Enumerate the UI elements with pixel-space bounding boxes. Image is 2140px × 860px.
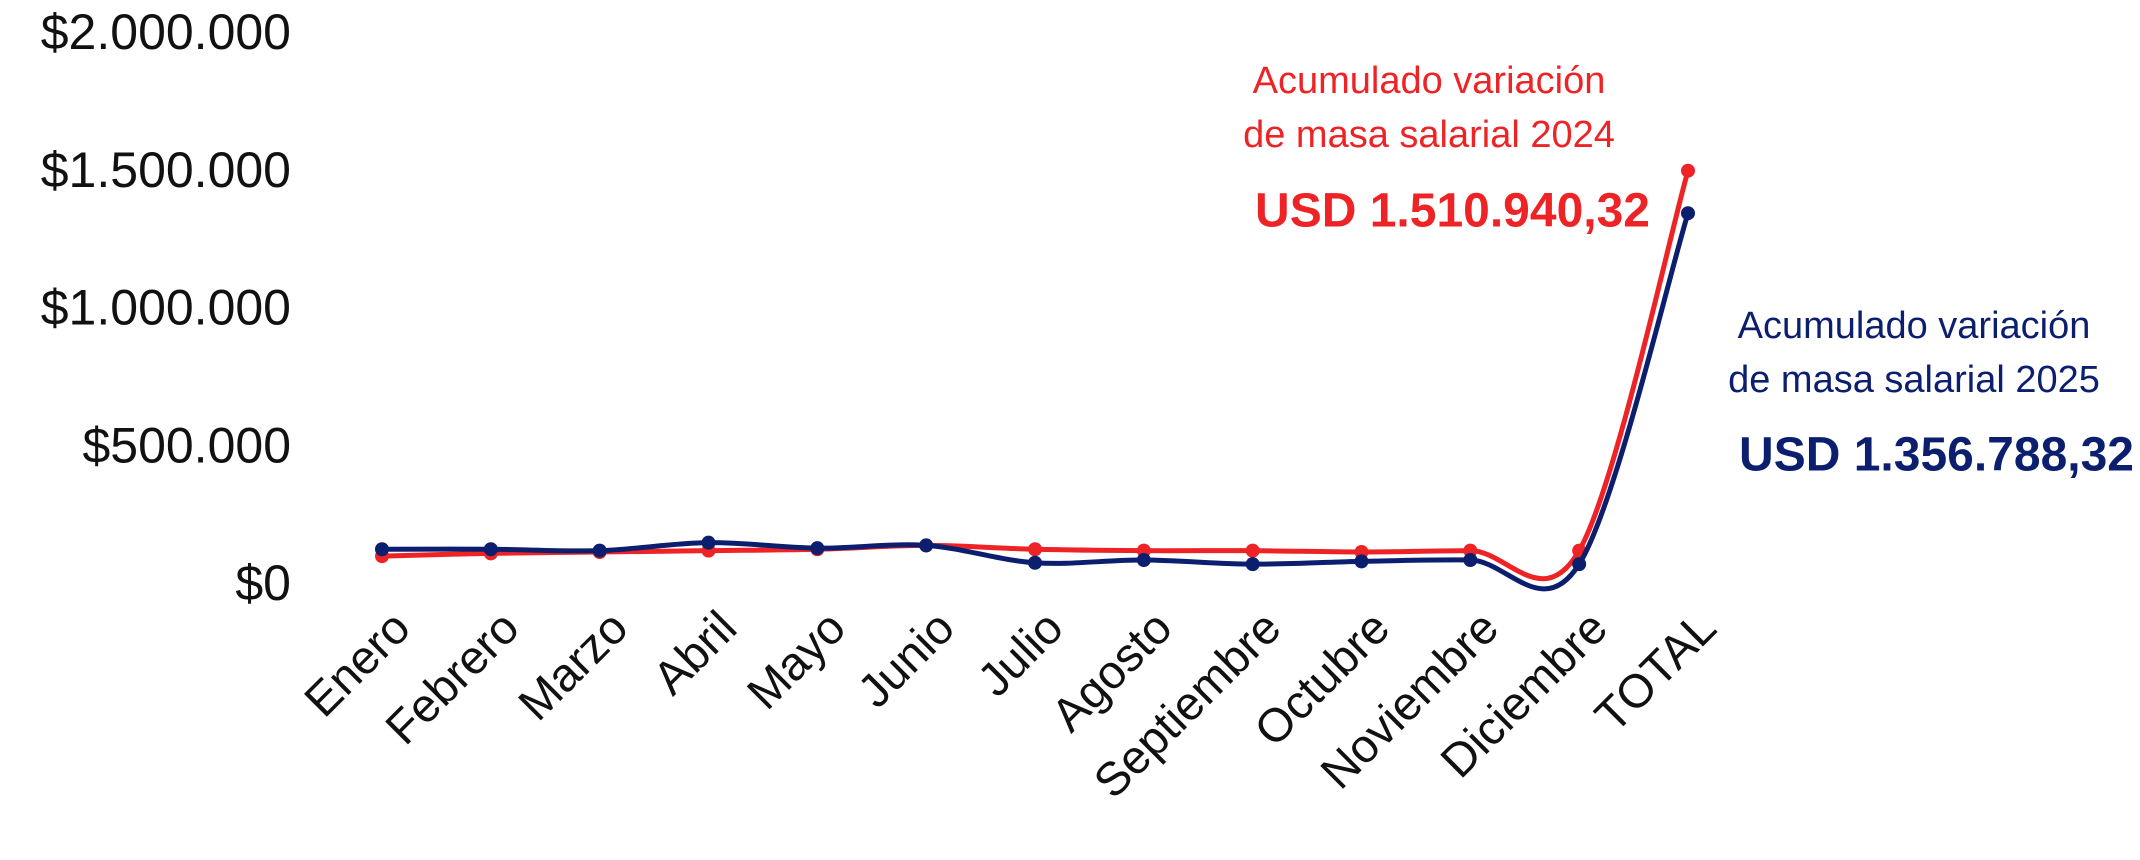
x-tick-label: Marzo bbox=[508, 600, 638, 730]
data-point bbox=[1354, 554, 1369, 569]
x-tick-label: Mayo bbox=[736, 600, 855, 719]
y-tick-label: $2.000.000 bbox=[41, 4, 291, 60]
series-line bbox=[381, 212, 1691, 592]
y-tick-label: $0 bbox=[235, 555, 291, 611]
data-point bbox=[1136, 553, 1151, 568]
data-point bbox=[1245, 543, 1260, 558]
x-tick-label: TOTAL bbox=[1584, 600, 1726, 742]
data-point bbox=[1245, 557, 1260, 572]
annotation-text: de masa salarial 2024 bbox=[1243, 114, 1615, 156]
annotation-text: Acumulado variación bbox=[1253, 60, 1606, 102]
data-point bbox=[1028, 555, 1042, 570]
y-tick-label: $1.000.000 bbox=[41, 280, 291, 336]
data-point bbox=[701, 535, 716, 550]
data-point bbox=[1572, 557, 1587, 572]
data-point bbox=[592, 543, 607, 558]
data-label: USD 1.510.940,32 bbox=[1255, 185, 1650, 238]
data-point bbox=[375, 542, 389, 557]
annotation-text: de masa salarial 2025 bbox=[1728, 359, 2100, 401]
data-point bbox=[1681, 163, 1695, 178]
data-point bbox=[1028, 542, 1042, 557]
data-point bbox=[1681, 206, 1695, 221]
data-point bbox=[1463, 553, 1478, 568]
data-point bbox=[483, 542, 498, 557]
annotation-text: Acumulado variación bbox=[1738, 305, 2091, 347]
data-label: USD 1.356.788,32 bbox=[1739, 429, 2134, 482]
y-tick-label: $1.500.000 bbox=[41, 142, 291, 198]
x-tick-label: Abril bbox=[642, 600, 746, 704]
y-tick-label: $500.000 bbox=[82, 417, 291, 473]
x-tick-label: Junio bbox=[847, 600, 964, 717]
data-point bbox=[810, 541, 825, 556]
data-point bbox=[919, 538, 934, 553]
